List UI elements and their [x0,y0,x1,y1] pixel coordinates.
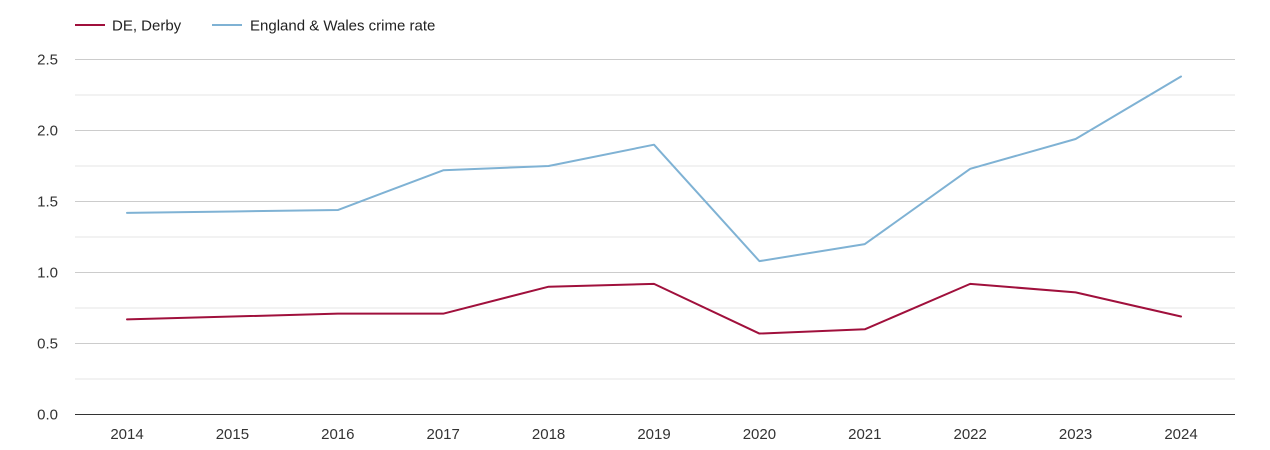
legend: DE, Derby England & Wales crime rate [75,18,435,35]
data-point-derby[interactable] [756,331,762,337]
x-axis: 2014 2015 2016 2017 2018 2019 2020 2021 2022 2023… [75,414,1235,443]
data-point-england-wales[interactable] [1178,74,1184,80]
data-point-england-wales[interactable] [546,163,552,169]
data-point-derby[interactable] [124,316,130,322]
data-point-derby[interactable] [862,326,868,332]
x-tick-label: 2017 [427,426,460,443]
x-tick-label: 2024 [1164,426,1197,443]
data-point-england-wales[interactable] [967,166,973,172]
data-point-derby[interactable] [651,281,657,287]
y-tick-label: 0.0 [37,407,58,424]
x-tick-label: 2015 [216,426,249,443]
data-point-derby[interactable] [967,281,973,287]
y-tick-label: 2.5 [37,52,58,69]
y-tick-label: 1.0 [37,265,58,282]
x-tick-label: 2014 [110,426,143,443]
data-point-england-wales[interactable] [229,208,235,214]
x-tick-label: 2016 [321,426,354,443]
y-tick-label: 1.5 [37,194,58,211]
x-tick-label: 2018 [532,426,565,443]
data-point-england-wales[interactable] [124,210,130,216]
data-point-derby[interactable] [229,314,235,320]
x-tick-label: 2022 [954,426,987,443]
x-tick-label: 2021 [848,426,881,443]
series-line-england-wales[interactable] [126,75,1182,263]
y-axis: 0.0 0.5 1.0 1.5 2.0 2.5 [37,52,58,424]
data-point-england-wales[interactable] [862,241,868,247]
series-line-derby[interactable] [126,282,1182,335]
data-point-derby[interactable] [1073,289,1079,295]
data-point-england-wales[interactable] [440,167,446,173]
data-point-derby[interactable] [546,284,552,290]
data-point-derby[interactable] [440,311,446,317]
x-tick-label: 2020 [743,426,776,443]
grid [75,59,1235,380]
y-tick-label: 0.5 [37,336,58,353]
data-point-england-wales[interactable] [335,207,341,213]
data-point-derby[interactable] [1178,314,1184,320]
data-point-england-wales[interactable] [756,258,762,264]
x-tick-label: 2019 [637,426,670,443]
data-point-derby[interactable] [335,311,341,317]
legend-item-england-wales[interactable]: England & Wales crime rate [212,18,435,35]
data-point-england-wales[interactable] [651,142,657,148]
data-point-england-wales[interactable] [1073,136,1079,142]
y-tick-label: 2.0 [37,123,58,140]
series-group [124,74,1184,337]
legend-label-derby: DE, Derby [112,18,182,35]
legend-item-derby[interactable]: DE, Derby [75,18,182,35]
x-tick-label: 2023 [1059,426,1092,443]
legend-label-england-wales: England & Wales crime rate [250,18,435,35]
